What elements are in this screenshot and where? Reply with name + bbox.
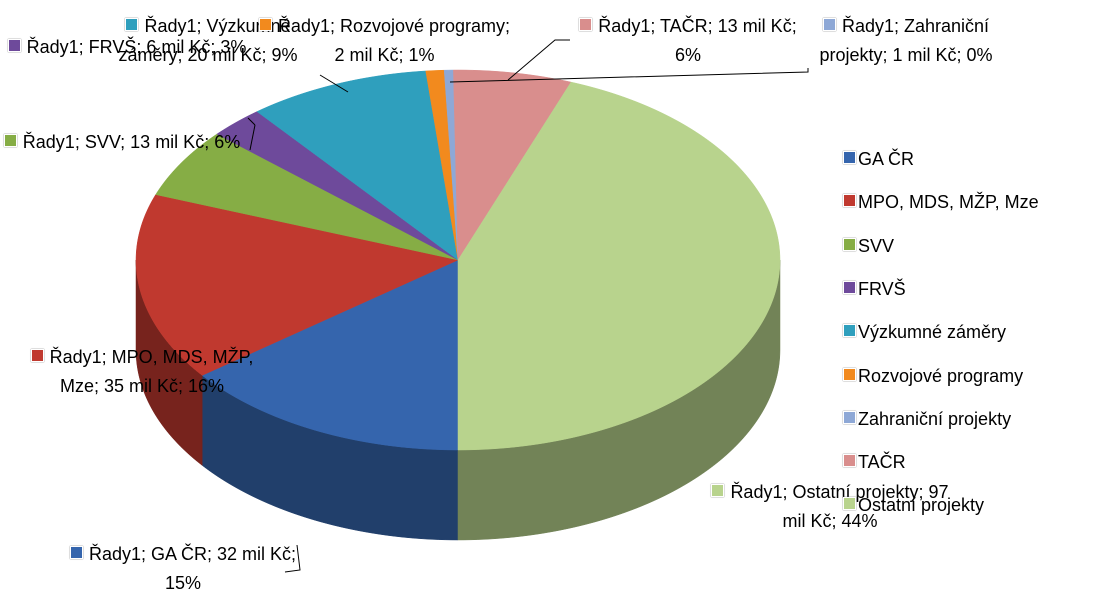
label-key — [258, 18, 272, 31]
slice — [135, 194, 459, 376]
legend-label: MPO, MDS, MŽP, Mze — [858, 192, 1039, 213]
legend-label: GA ČR — [858, 149, 915, 169]
legend-entry: TAČR — [843, 451, 906, 473]
leader-line — [284, 544, 301, 573]
legend-entry: GA ČR — [843, 148, 914, 170]
label-key — [3, 134, 17, 147]
legend-entry: Zahraniční projekty — [843, 408, 1011, 430]
label-key — [711, 484, 725, 497]
data-label-text: Řady1; GA ČR; 32 mil Kč; 15% — [88, 544, 297, 593]
leader-line — [249, 124, 256, 151]
data-label: Řady1; Rozvojové programy; 2 mil Kč; 1% — [252, 12, 517, 70]
data-label-text: Řady1; Ostatní projekty; 97 mil Kč; 44% — [730, 482, 949, 531]
legend-entry: SVV — [843, 235, 894, 257]
slice — [155, 133, 459, 261]
slice — [457, 81, 781, 451]
data-label: Řady1; Výzkumné záměry; 20 mil Kč; 9% — [92, 12, 324, 70]
data-label: Řady1; SVV; 13 mil Kč; 6% — [2, 128, 242, 157]
legend-key — [843, 151, 856, 164]
legend-entry: Výzkumné záměry — [843, 321, 1006, 343]
label-key — [579, 18, 593, 31]
legend-label: Rozvojové programy — [858, 365, 1024, 386]
legend-entry: FRVŠ — [843, 278, 906, 300]
data-label-text: Řady1; FRVŠ; 6 mil Kč; 3% — [26, 37, 247, 57]
legend-label: FRVŠ — [858, 278, 906, 299]
legend-label: Výzkumné záměry — [858, 322, 1007, 343]
data-label-text: Řady1; MPO, MDS, MŽP, Mze; 35 mil Kč; 16… — [49, 347, 254, 396]
data-label: Řady1; FRVŠ; 6 mil Kč; 3% — [2, 33, 252, 62]
data-label: Řady1; Zahraniční projekty; 1 mil Kč; 0% — [800, 12, 1012, 70]
data-label-text: Řady1; Výzkumné záměry; 20 mil Kč; 9% — [118, 16, 298, 65]
legend-entry: MPO, MDS, MŽP, Mze — [843, 191, 1039, 213]
legend-key — [843, 237, 856, 251]
legend-key — [843, 410, 856, 424]
legend-entry: Rozvojové programy — [843, 365, 1023, 387]
legend-label: Zahraniční projekty — [858, 408, 1012, 429]
legend-key — [843, 280, 856, 294]
data-label: Řady1; Ostatní projekty; 97 mil Kč; 44% — [700, 478, 960, 536]
data-label-text: Řady1; Zahraniční projekty; 1 mil Kč; 0% — [819, 16, 993, 65]
slice — [201, 259, 459, 451]
legend-label: Ostatní projekty — [858, 495, 985, 516]
data-label-text: Řady1; TAČR; 13 mil Kč; 6% — [598, 16, 797, 65]
label-key — [822, 18, 836, 31]
legend-key — [843, 194, 856, 208]
legend-key — [843, 497, 856, 511]
pie — [135, 69, 781, 541]
leader-line — [247, 117, 256, 126]
data-label-text: Řady1; SVV; 13 mil Kč; 6% — [22, 132, 241, 152]
legend-key — [843, 454, 856, 468]
label-key — [7, 39, 21, 52]
legend-key — [843, 367, 856, 381]
legend-entry: Ostatní projekty — [843, 494, 984, 516]
legend-label: SVV — [858, 235, 895, 256]
data-label: Řady1; TAČR; 13 mil Kč; 6% — [572, 12, 804, 70]
data-label: Řady1; MPO, MDS, MŽP, Mze; 35 mil Kč; 16… — [22, 343, 262, 401]
slice — [216, 111, 459, 261]
label-key — [69, 546, 83, 559]
label-key — [125, 18, 139, 31]
leader-lines — [247, 39, 809, 573]
slice — [256, 70, 459, 261]
data-label: Řady1; GA ČR; 32 mil Kč; 15% — [58, 540, 308, 597]
leader-line — [507, 39, 570, 81]
label-key — [30, 349, 44, 362]
legend-key — [843, 324, 856, 338]
leader-line — [319, 74, 349, 93]
data-label-text: Řady1; Rozvojové programy; 2 mil Kč; 1% — [277, 16, 511, 65]
leader-line — [449, 68, 809, 83]
legend-label: TAČR — [858, 452, 906, 473]
